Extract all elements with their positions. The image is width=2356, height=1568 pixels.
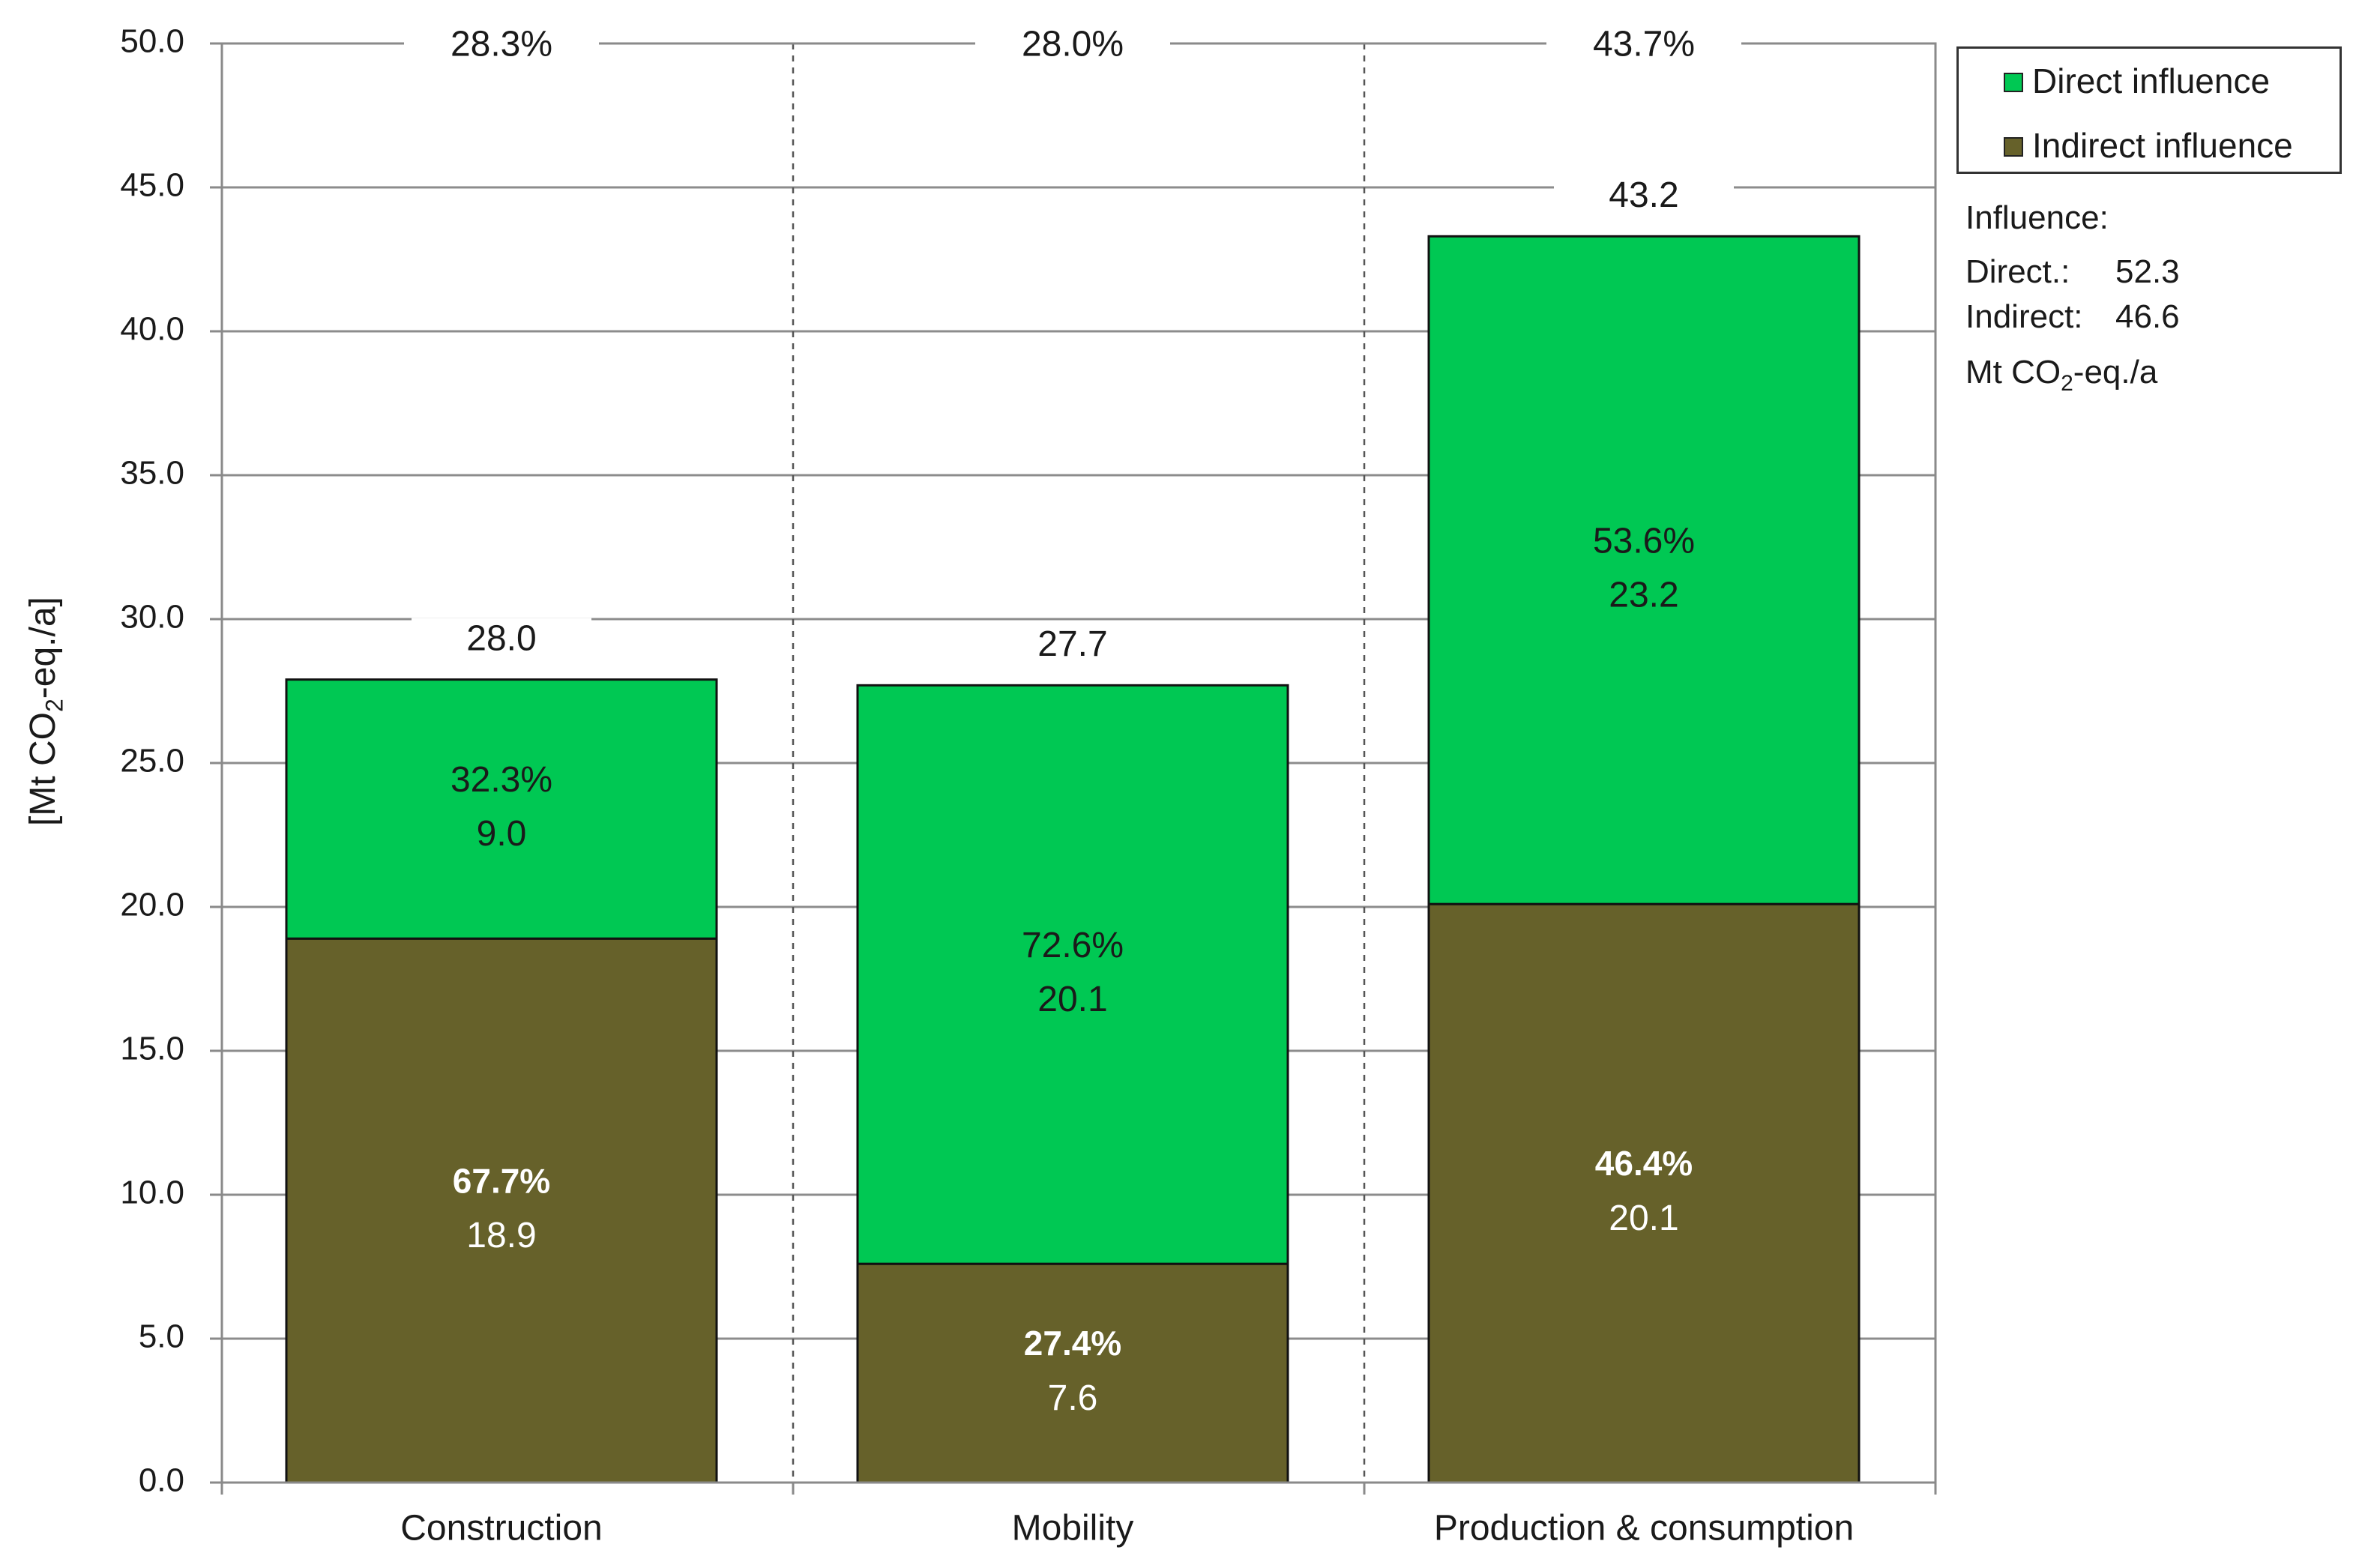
category-label: Mobility [1012, 1509, 1134, 1549]
share-label-bg [404, 21, 599, 67]
total-label: 27.7 [1037, 624, 1107, 664]
share-label: 43.7% [1593, 25, 1695, 64]
y-tick-label: 30.0 [120, 599, 184, 636]
share-label-bg [1546, 21, 1741, 67]
indirect-value: 46.6 [2115, 298, 2180, 335]
y-tick-label: 10.0 [120, 1175, 184, 1211]
legend-label-indirect: Indirect influence [2032, 126, 2293, 165]
total-label-bg [983, 624, 1163, 669]
bar-indirect-1 [856, 1262, 1289, 1484]
category-label: Construction [400, 1509, 602, 1549]
y-tick-label: 5.0 [139, 1318, 184, 1355]
y-tick-label: 25.0 [120, 743, 184, 780]
direct-value: 52.3 [2115, 253, 2180, 290]
total-label-bg [1554, 175, 1734, 220]
total-label-bg [412, 618, 591, 663]
legend-swatch-indirect [2004, 137, 2023, 157]
indirect-percent-label: 27.4% [1024, 1324, 1121, 1363]
share-label: 28.0% [1022, 25, 1124, 64]
bar-indirect-2 [1427, 902, 1861, 1484]
y-axis-label: [Mt CO2-eq./a] [23, 597, 68, 826]
direct-value-label: 9.0 [477, 814, 527, 854]
direct-label: Direct.: [1965, 253, 2070, 290]
category-dividers [792, 43, 1366, 1483]
indirect-value-label: 20.1 [1609, 1198, 1678, 1238]
indirect-value-label: 18.9 [466, 1216, 536, 1255]
legend: Direct influence Indirect influence [1956, 46, 2342, 174]
indirect-percent-label: 67.7% [453, 1161, 550, 1200]
y-tick-label: 15.0 [120, 1031, 184, 1067]
indirect-percent-label: 46.4% [1595, 1144, 1693, 1183]
direct-value-label: 23.2 [1609, 575, 1678, 615]
unit-note: Mt CO2-eq./a [1965, 354, 2158, 396]
bar-direct-1 [856, 684, 1289, 1265]
share-label: 28.3% [451, 25, 552, 64]
influence-heading: Influence: [1965, 199, 2109, 236]
y-tick-label: 20.0 [120, 887, 184, 923]
legend-label-direct: Direct influence [2032, 61, 2271, 100]
y-tick-label: 45.0 [120, 167, 184, 204]
share-label-bg [975, 21, 1170, 67]
indirect-value-label: 7.6 [1048, 1378, 1098, 1418]
total-label: 43.2 [1609, 175, 1678, 215]
total-label: 28.0 [466, 618, 536, 658]
category-label: Production & consumption [1434, 1509, 1854, 1549]
direct-value-label: 20.1 [1037, 980, 1107, 1019]
y-tick-label: 40.0 [120, 311, 184, 348]
direct-percent-label: 53.6% [1593, 521, 1695, 561]
y-tick-label: 35.0 [120, 455, 184, 492]
bar-direct-2 [1427, 235, 1861, 905]
bar-direct-0 [285, 678, 718, 940]
y-tick-label: 0.0 [139, 1462, 184, 1499]
y-tick-label: 50.0 [120, 23, 184, 60]
legend-swatch-direct [2004, 73, 2023, 92]
direct-percent-label: 32.3% [451, 760, 552, 800]
bar-indirect-0 [285, 937, 718, 1484]
direct-percent-label: 72.6% [1022, 926, 1124, 965]
indirect-label: Indirect: [1965, 298, 2083, 335]
data-labels: 67.7% 18.9 32.3% 9.0 28.0 28.3% 27.4% 7.6 72.6% 2… [404, 21, 1741, 1418]
bars [285, 235, 1861, 1484]
